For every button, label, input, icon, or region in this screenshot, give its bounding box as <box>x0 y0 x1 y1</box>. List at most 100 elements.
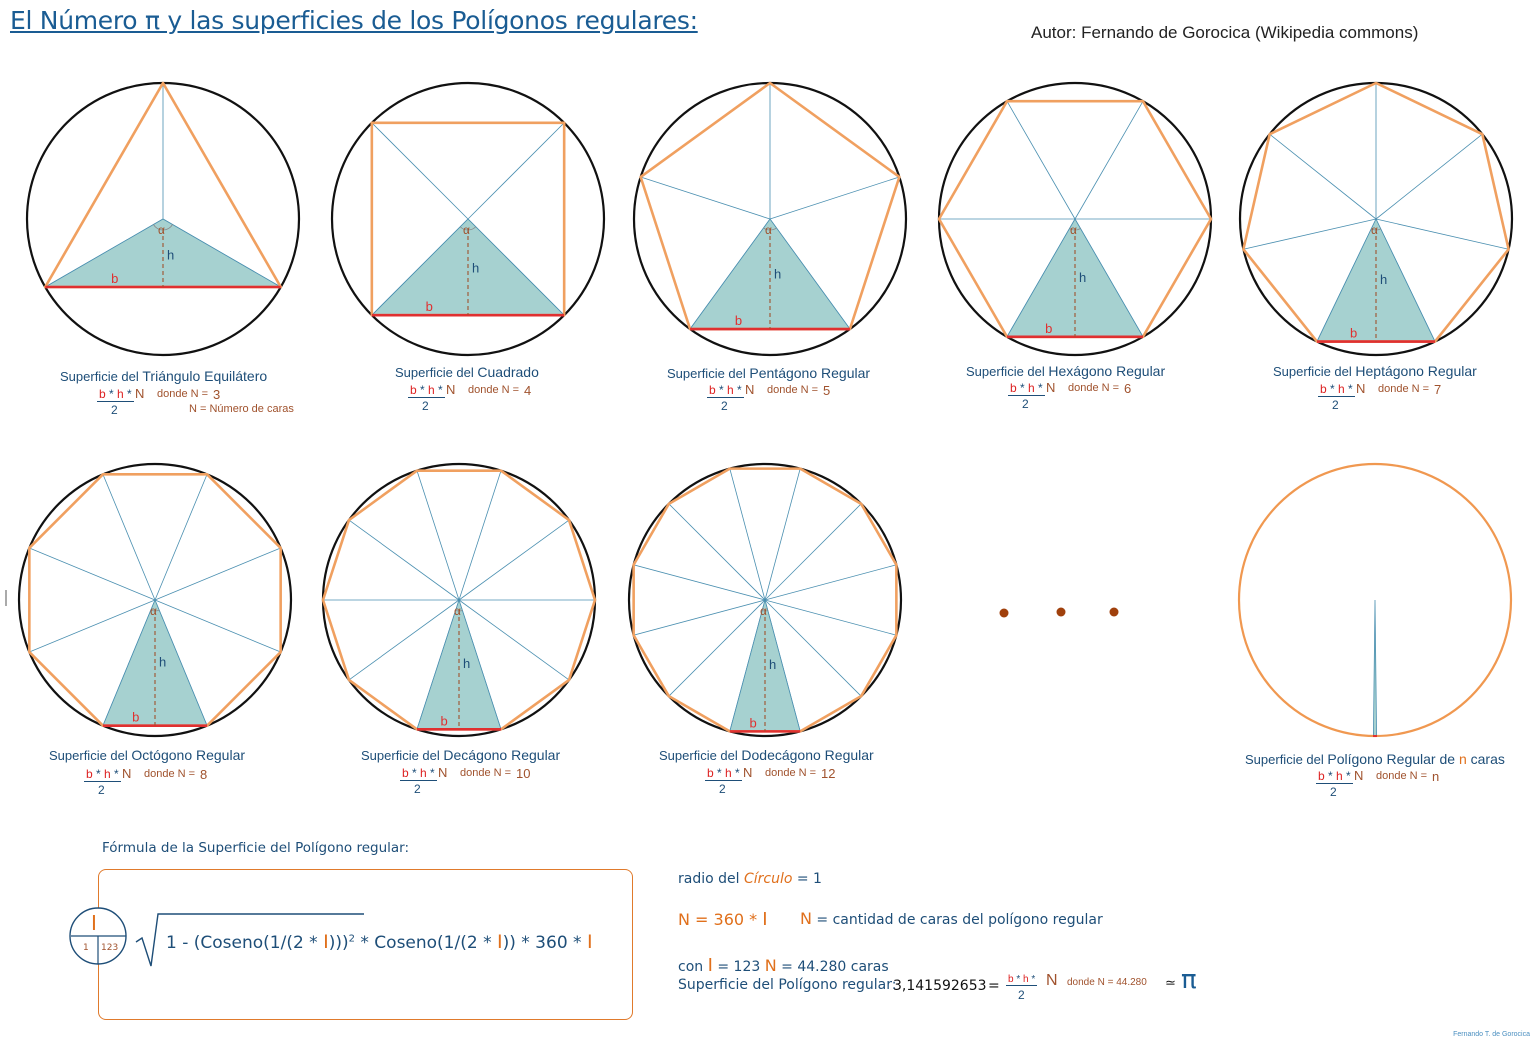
fraction-numerator: b * h * <box>84 767 121 782</box>
alpha-label: α <box>150 604 157 618</box>
alpha-label: α <box>454 604 461 618</box>
author-credit: Autor: Fernando de Gorocica (Wikipedia c… <box>1031 23 1419 42</box>
fraction-N: N <box>745 382 755 397</box>
fraction-n-value: n <box>1432 769 1440 784</box>
fraction-denominator: 2 <box>721 399 728 413</box>
fraction-N: N <box>122 766 132 781</box>
caption-prefix: Superficie del <box>966 364 1049 379</box>
caption-name: Heptágono Regular <box>1355 363 1477 379</box>
con-n-symbol: N <box>764 956 777 975</box>
fraction-N: N <box>1356 381 1366 396</box>
alpha-label: α <box>158 223 165 237</box>
fraction-n-value: 5 <box>823 383 831 398</box>
radio-circle-word: Círculo <box>743 871 793 887</box>
caption-name: Cuadrado <box>477 364 539 380</box>
radio-text-a: radio del <box>678 871 744 887</box>
radius-spoke <box>764 599 897 636</box>
expr-exponent: 2 <box>348 933 355 945</box>
fraction-donde: donde N = <box>1376 770 1428 782</box>
dot <box>999 608 1009 618</box>
caption-prefix: Superficie del <box>60 369 143 384</box>
fraction-donde: donde N = <box>468 384 520 396</box>
sum-lower-bound: 1 <box>83 943 89 953</box>
alpha-arc <box>153 224 173 231</box>
caption-prefix: Superficie del <box>49 748 132 763</box>
superficie-fraction-num: b * h * <box>1006 974 1038 986</box>
h-label: h <box>167 248 174 263</box>
radius-spoke <box>729 468 766 601</box>
fraction-n-value: 7 <box>1434 382 1442 397</box>
alpha-label: α <box>463 223 470 237</box>
circumscribed-circle <box>627 462 903 738</box>
polygon-outline <box>1242 81 1510 343</box>
fraction-donde: donde N = <box>460 767 512 779</box>
triangle-sector <box>1372 599 1378 737</box>
radius-spoke <box>102 474 156 601</box>
alpha-arc <box>455 610 463 612</box>
superficie-fraction-den: 2 <box>1018 988 1025 1002</box>
polygon-outline <box>28 473 282 727</box>
b-label: b <box>750 715 757 730</box>
fraction-donde: donde N = <box>1378 383 1430 395</box>
n-description: N = cantidad de caras del polígono regul… <box>800 909 1103 928</box>
caption-name: Decágono Regular <box>443 747 561 763</box>
n-note: N = Número de caras <box>189 403 294 415</box>
b-label: b <box>111 271 118 286</box>
caption-name: Hexágono Regular <box>1048 363 1166 379</box>
fraction-numerator: b * h * <box>1008 381 1045 396</box>
caption-suffix: caras <box>1466 751 1505 767</box>
polygon-caption: Superficie del Heptágono Regular <box>1273 363 1477 379</box>
dot <box>1109 607 1119 617</box>
superficie-equals: = <box>988 978 1000 994</box>
superficie-fraction-N: N <box>1046 972 1058 989</box>
fraction-denominator: 2 <box>98 783 105 797</box>
radius-spoke <box>1243 218 1377 250</box>
polygon-caption: Superficie del Cuadrado <box>395 364 539 380</box>
polygon-caption: Superficie del Hexágono Regular <box>966 363 1165 379</box>
fraction-N: N <box>438 765 448 780</box>
circumscribed-circle <box>17 462 293 738</box>
b-label: b <box>132 710 139 725</box>
polygon-outline <box>321 469 597 731</box>
sum-upper-bound: 123 <box>101 943 119 953</box>
radius-spoke <box>467 122 565 220</box>
caption-prefix: Superficie del <box>361 748 444 763</box>
alpha-label: α <box>1371 223 1378 237</box>
radius-spoke <box>154 547 281 601</box>
polygon-caption: Superficie del Pentágono Regular <box>667 365 870 381</box>
ellipsis-dots <box>999 607 1119 618</box>
fraction-n-value: 8 <box>200 767 208 782</box>
caption-prefix: Superficie del <box>1245 752 1328 767</box>
formula-expression: 1 - (Coseno(1/(2 * I)))2 * Coseno(1/(2 *… <box>166 931 593 953</box>
alpha-arc <box>150 609 160 612</box>
fraction-numerator: b * h * <box>97 387 134 402</box>
caption-prefix: Superficie del <box>667 366 750 381</box>
radius-spoke <box>640 176 771 220</box>
fraction-n-value: 12 <box>821 766 836 781</box>
expr-part-3: * Coseno(1/(2 * <box>354 933 497 953</box>
fraction-denominator: 2 <box>1332 398 1339 412</box>
b-label: b <box>1350 326 1357 341</box>
fraction-N: N <box>446 382 456 397</box>
n-desc-text: = cantidad de caras del polígono regular <box>811 912 1103 928</box>
fraction-donde: donde N = <box>157 388 209 400</box>
fraction-numerator: b * h * <box>1316 769 1353 784</box>
radius-spoke <box>764 468 801 601</box>
caption-name: Octógono Regular <box>131 747 246 763</box>
polygon-outline <box>632 467 898 733</box>
fraction-denominator: 2 <box>719 782 726 796</box>
h-label: h <box>774 267 781 282</box>
alpha-label: α <box>1070 223 1077 237</box>
radius-spoke <box>458 599 570 681</box>
radius-spoke <box>29 547 156 601</box>
h-label: h <box>769 657 776 672</box>
radius-spoke <box>154 474 208 601</box>
radius-spoke <box>764 503 862 601</box>
fraction-denominator: 2 <box>1022 397 1029 411</box>
fraction-n-value: 4 <box>524 383 532 398</box>
caption-prefix: Superficie del <box>659 748 742 763</box>
radius-spoke <box>458 519 570 601</box>
polygon-caption: Superficie del Dodecágono Regular <box>659 747 874 763</box>
fraction-denominator: 2 <box>422 399 429 413</box>
con-result: = 44.280 caras <box>776 959 889 975</box>
